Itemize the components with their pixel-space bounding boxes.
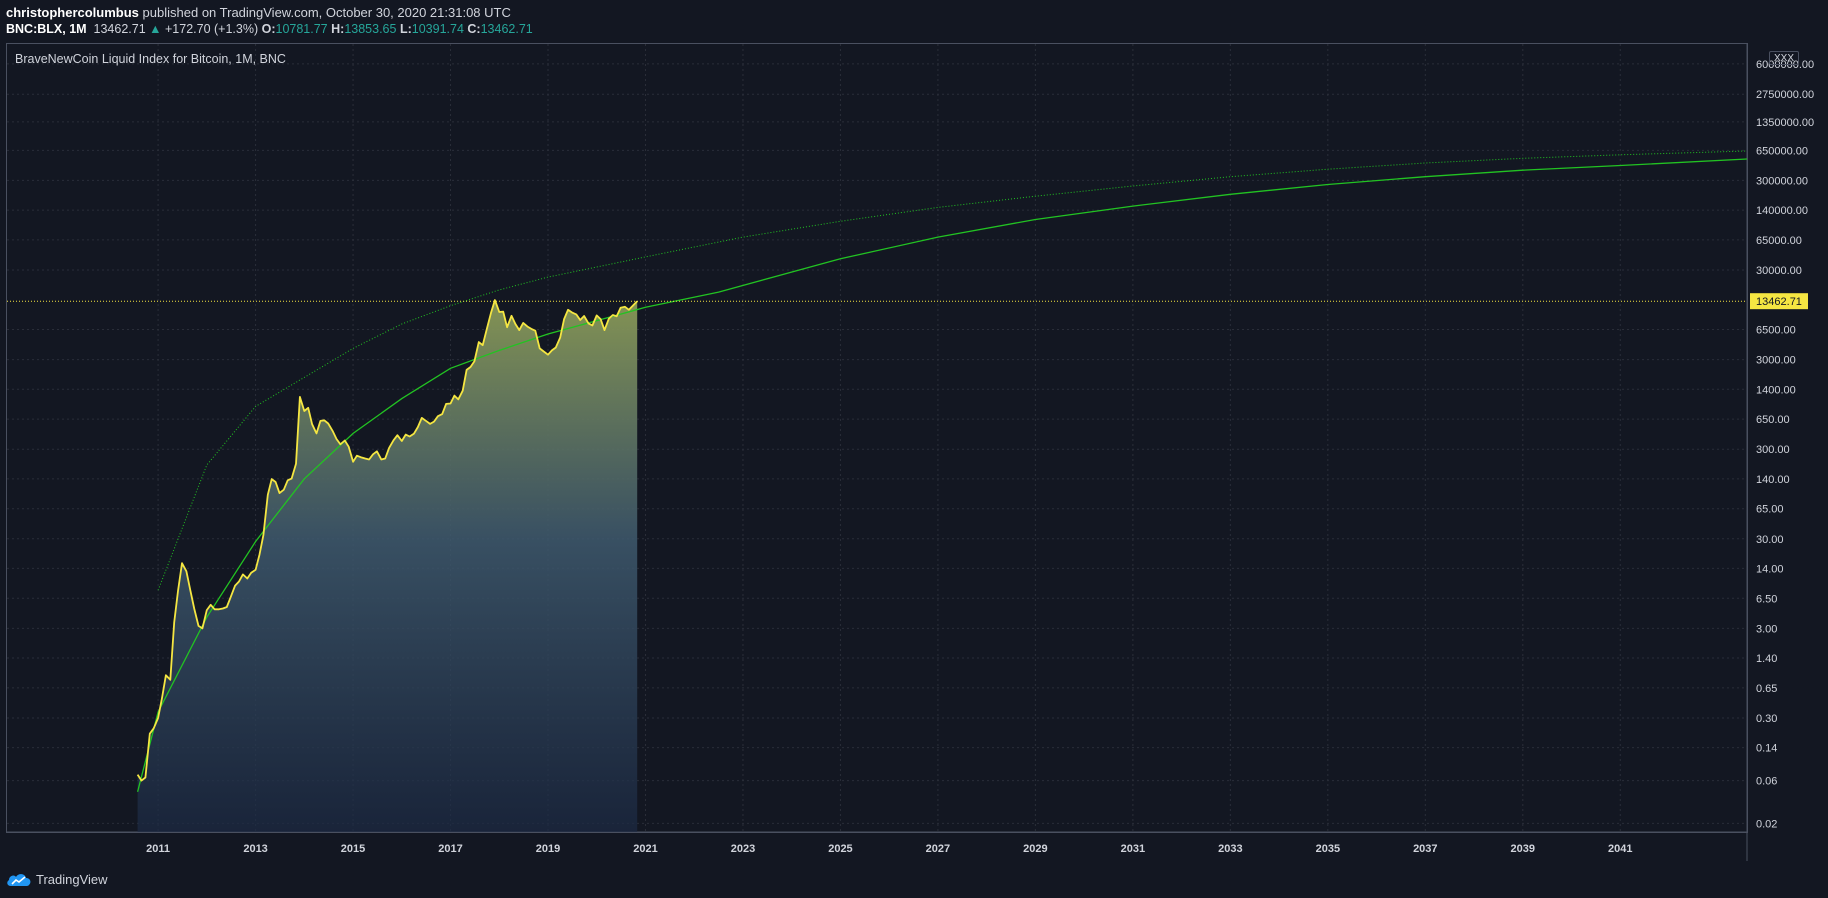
price-change: +172.70 (+1.3%) <box>165 22 259 36</box>
x-tick-label: 2027 <box>926 843 950 855</box>
chart-title: BraveNewCoin Liquid Index for Bitcoin, 1… <box>15 52 286 66</box>
y-tick-label: 3.00 <box>1756 623 1777 635</box>
regression-curve[interactable] <box>136 158 1748 792</box>
x-tick-label: 2041 <box>1608 843 1632 855</box>
y-tick-label: 140.00 <box>1756 474 1790 486</box>
price-area-layer <box>137 300 638 833</box>
last-price: 13462.71 <box>93 22 146 36</box>
x-tick-label: 2013 <box>243 843 267 855</box>
up-arrow-icon: ▲ <box>149 22 162 36</box>
x-tick-label: 2015 <box>341 843 365 855</box>
x-tick-label: 2019 <box>536 843 560 855</box>
x-tick-label: 2021 <box>633 843 657 855</box>
open-label: O: <box>261 22 276 36</box>
x-tick-label: 2031 <box>1121 843 1145 855</box>
price-area <box>137 300 638 833</box>
y-tick-label: 0.02 <box>1756 818 1777 830</box>
y-tick-label: 650000.00 <box>1756 145 1808 157</box>
high-label: H: <box>331 22 345 36</box>
tradingview-cloud-icon <box>7 874 31 886</box>
price-line[interactable] <box>136 299 638 782</box>
x-tick-label: 2033 <box>1218 843 1242 855</box>
close-label: C: <box>467 22 481 36</box>
y-tick-label: 0.06 <box>1756 776 1777 788</box>
y-tick-label: 6500.00 <box>1756 325 1796 337</box>
open-value: 10781.77 <box>275 22 328 36</box>
close-value: 13462.71 <box>480 22 533 36</box>
y-axis[interactable]: 0.02 0.06 0.14 0.30 0.65 1.40 3.00 6.50 14.00 30.… <box>1756 59 1814 830</box>
low-label: L: <box>399 22 412 36</box>
y-tick-label: 65.00 <box>1756 504 1784 516</box>
y-tick-label: 30.00 <box>1756 534 1784 546</box>
y-tick-label: 300.00 <box>1756 444 1790 456</box>
ticker-summary: BNC:BLX, 1M 13462.71 ▲ +172.70 (+1.3%) O… <box>6 20 533 38</box>
y-tick-label: 14.00 <box>1756 563 1784 575</box>
y-tick-label: 6.50 <box>1756 593 1777 605</box>
author-name[interactable]: christophercolumbus <box>6 5 139 20</box>
x-tick-label: 2029 <box>1023 843 1047 855</box>
y-tick-label: 2750000.00 <box>1756 89 1814 101</box>
y-tick-label: 1350000.00 <box>1756 117 1814 129</box>
y-tick-label: 300000.00 <box>1756 175 1808 187</box>
low-value: 10391.74 <box>411 22 464 36</box>
y-tick-label: 1400.00 <box>1756 384 1796 396</box>
published-info: published on TradingView.com, October 30… <box>142 5 511 20</box>
y-tick-label: 140000.00 <box>1756 205 1808 217</box>
symbol-label: BNC:BLX, 1M <box>6 22 87 36</box>
y-tick-label: 30000.00 <box>1756 265 1802 277</box>
price-line-layer <box>136 299 638 782</box>
y-tick-label: 0.30 <box>1756 713 1777 725</box>
high-value: 13853.65 <box>344 22 397 36</box>
x-tick-label: 2037 <box>1413 843 1437 855</box>
current-price-badge <box>1750 293 1808 310</box>
y-tick-label: 1.40 <box>1756 653 1777 665</box>
y-tick-label: 65000.00 <box>1756 235 1802 247</box>
y-tick-label: 0.65 <box>1756 683 1777 695</box>
y-tick-label: 650.00 <box>1756 414 1790 426</box>
x-axis[interactable]: 2011 2013 2015 2017 2019 2021 2023 2025 2027 2029… <box>146 843 1632 855</box>
x-tick-label: 2025 <box>828 843 852 855</box>
x-tick-label: 2039 <box>1511 843 1535 855</box>
currency-scale-button[interactable]: XXX <box>1769 51 1799 65</box>
curve-layer <box>136 150 1748 792</box>
x-tick-label: 2023 <box>731 843 755 855</box>
footer-brand[interactable]: TradingView <box>6 868 108 890</box>
y-tick-label: 3000.00 <box>1756 355 1796 367</box>
brand-name: TradingView <box>36 871 108 887</box>
x-tick-label: 2017 <box>438 843 462 855</box>
x-tick-label: 2011 <box>146 843 170 855</box>
current-price-label: 13462.71 <box>1756 296 1802 308</box>
publish-header: christophercolumbus published on Trading… <box>6 4 511 22</box>
current-price-layer: 13462.71 <box>7 293 1808 310</box>
x-tick-label: 2035 <box>1316 843 1340 855</box>
y-tick-label: 0.14 <box>1756 743 1777 755</box>
